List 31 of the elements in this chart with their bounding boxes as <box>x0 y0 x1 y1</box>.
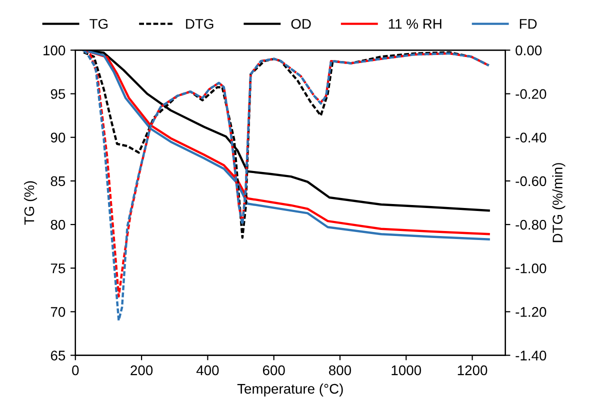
y2-axis-title: DTG (%/min) <box>552 163 566 242</box>
y-tick-label: 90 <box>50 132 66 143</box>
x-tick-label: 600 <box>262 365 285 376</box>
y-tick-label: 65 <box>50 350 66 360</box>
y-axis-title: TG (%) <box>24 181 37 225</box>
y2-tick-label: -1.20 <box>516 307 546 317</box>
y-tick-label: 75 <box>50 264 66 274</box>
legend-label: OD <box>291 18 311 29</box>
y2-tick-label: -0.20 <box>516 89 546 99</box>
x-tick-label: 400 <box>196 365 219 376</box>
x-tick-label: 0 <box>72 365 79 376</box>
text: DTG <box>186 18 214 29</box>
y2-tick-label: 0.00 <box>516 45 542 56</box>
legend-label: FD <box>520 19 537 29</box>
x-tick-label: 200 <box>130 365 153 376</box>
x-tick-label: 1000 <box>392 365 422 376</box>
legend-label: 11 % RH <box>388 19 442 29</box>
text: TG <box>90 18 108 29</box>
y2-tick-label: -0.80 <box>516 220 546 230</box>
y-tick-label: 100 <box>44 45 66 56</box>
x-tick-label: 800 <box>329 365 352 376</box>
y2-tick-label: -0.40 <box>516 132 546 143</box>
y-tick-label: 80 <box>50 220 66 230</box>
y2-tick-label: -0.60 <box>516 176 546 186</box>
y2-tick-label: -1.00 <box>516 263 546 274</box>
y2-tick-label: -1.40 <box>516 350 546 360</box>
x-axis-title: Temperature (°C) <box>237 384 343 396</box>
x-tick-label: 1200 <box>458 365 488 376</box>
y-tick-label: 95 <box>50 89 66 99</box>
y-tick-label: 70 <box>50 307 66 317</box>
y-tick-label: 85 <box>50 176 66 186</box>
